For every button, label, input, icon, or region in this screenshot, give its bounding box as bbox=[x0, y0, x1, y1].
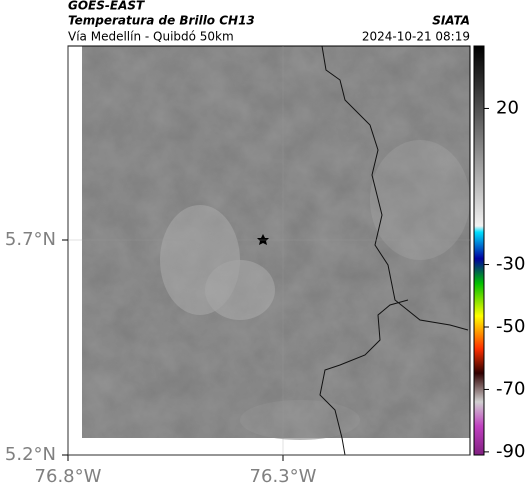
location-star bbox=[257, 234, 269, 245]
source: SIATA bbox=[432, 14, 470, 28]
colorbar-tick-label: -90 bbox=[496, 441, 525, 462]
border-line bbox=[319, 45, 469, 456]
y-tick-label: 5.2°N bbox=[5, 444, 56, 465]
colorbar-tick-label: -30 bbox=[496, 254, 525, 275]
satellite-image bbox=[82, 46, 470, 440]
colorbar bbox=[473, 45, 485, 456]
title: Temperatura de Brillo CH13 bbox=[68, 14, 255, 28]
satellite: GOES-EAST bbox=[68, 0, 145, 13]
colorbar-tick-label: -70 bbox=[496, 378, 525, 399]
colorbar-tick-label: 20 bbox=[496, 97, 519, 118]
x-tick-label: 76.3°W bbox=[250, 466, 317, 487]
colorbar-tick-label: -50 bbox=[496, 316, 525, 337]
x-tick-label: 76.8°W bbox=[35, 466, 102, 487]
y-tick-label: 5.7°N bbox=[5, 229, 56, 250]
datetime: 2024-10-21 08:19 bbox=[362, 30, 470, 44]
subtitle: Vía Medellín - Quibdó 50km bbox=[68, 30, 234, 44]
